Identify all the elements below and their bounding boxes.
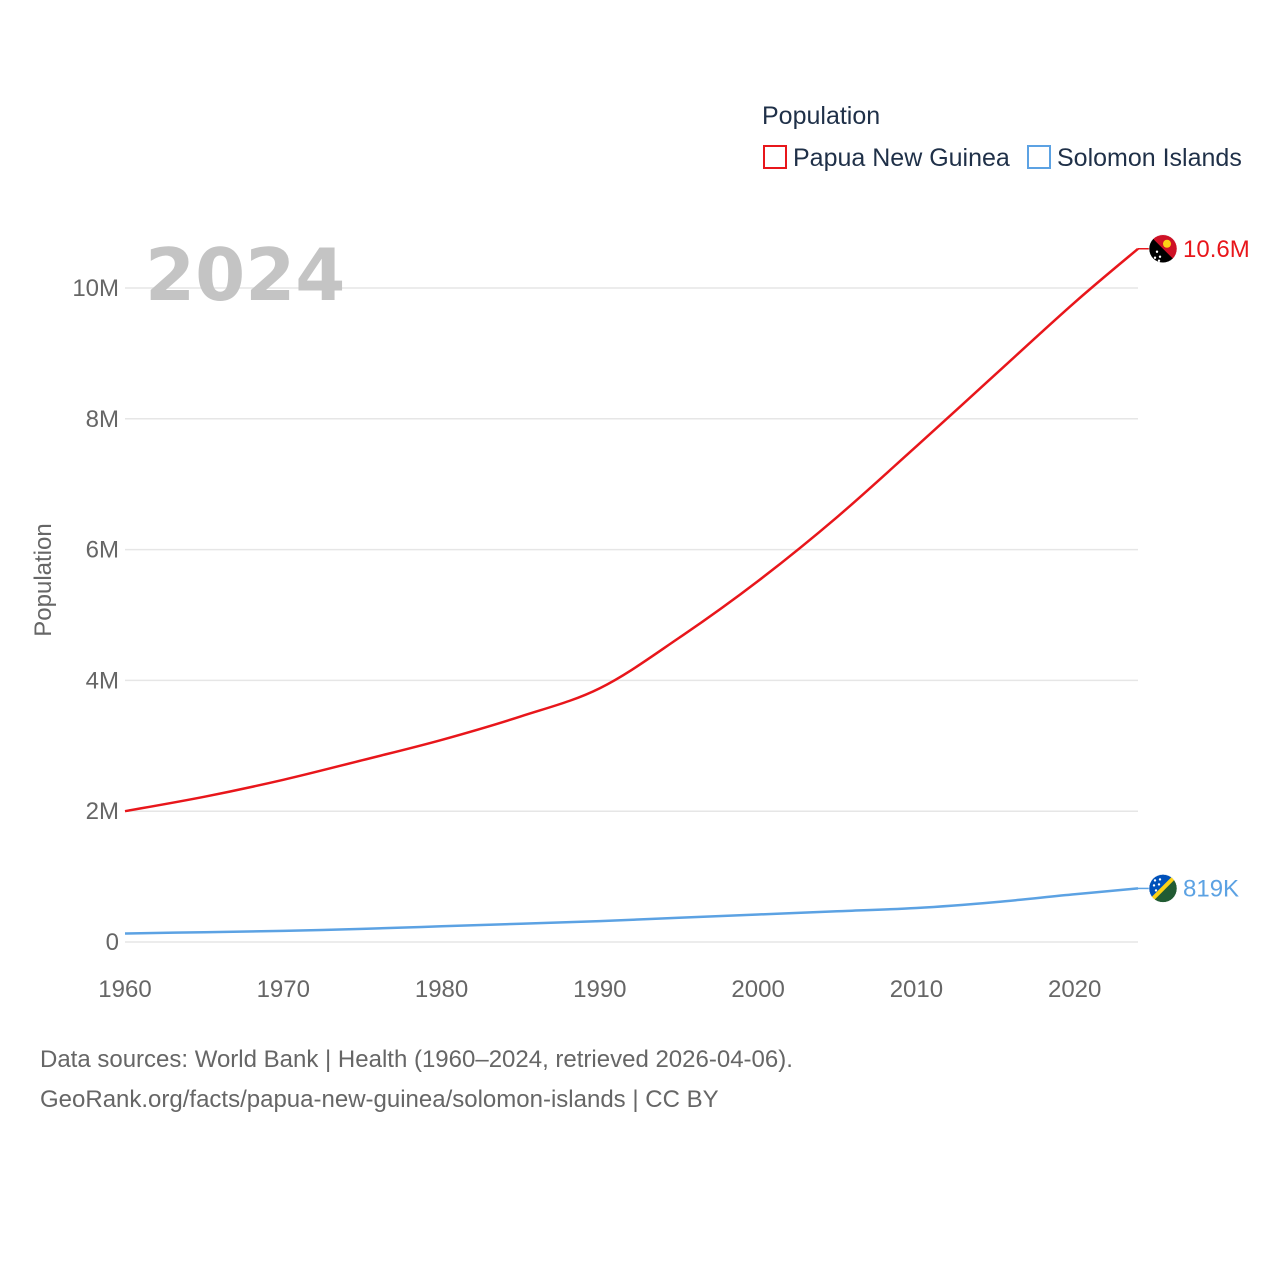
x-tick-label: 1970 bbox=[257, 976, 310, 1003]
series-line-papua-new-guinea[interactable] bbox=[124, 247, 1139, 813]
year-overlay: 2024 bbox=[145, 233, 345, 317]
source-footer: Data sources: World Bank | Health (1960–… bbox=[40, 1040, 793, 1120]
y-tick-label: 6M bbox=[86, 537, 119, 564]
legend-label-papua-new-guinea: Papua New Guinea bbox=[793, 144, 1010, 172]
y-tick-label: 0 bbox=[106, 929, 119, 956]
end-label-papua-new-guinea: 10.6M bbox=[1183, 236, 1250, 263]
legend-item-papua-new-guinea[interactable]: Papua New Guinea bbox=[763, 144, 1010, 172]
series-layer: 10.6M 819K bbox=[124, 234, 1250, 935]
y-tick-label: 8M bbox=[86, 406, 119, 433]
source-line-link[interactable]: GeoRank.org/facts/papua-new-guinea/solom… bbox=[40, 1086, 719, 1113]
solomon-islands-flag-icon bbox=[1149, 874, 1177, 903]
legend: Population Papua New Guinea Solomon Isla… bbox=[762, 102, 1242, 172]
y-axis-ticks: 0 2M 4M 6M 8M 10M bbox=[72, 275, 119, 956]
legend-swatch-solomon-islands bbox=[1027, 145, 1051, 169]
y-tick-label: 10M bbox=[72, 275, 119, 302]
x-tick-label: 1960 bbox=[98, 976, 151, 1003]
papua-new-guinea-flag-icon bbox=[1149, 234, 1177, 263]
x-tick-label: 1980 bbox=[415, 976, 468, 1003]
legend-title: Population bbox=[762, 102, 880, 130]
end-label-solomon-islands: 819K bbox=[1183, 875, 1239, 902]
x-tick-label: 2000 bbox=[731, 976, 784, 1003]
legend-label-solomon-islands: Solomon Islands bbox=[1057, 144, 1242, 172]
source-line-data: Data sources: World Bank | Health (1960–… bbox=[40, 1046, 793, 1073]
gridlines bbox=[125, 287, 1138, 943]
series-papua-new-guinea[interactable]: 10.6M bbox=[124, 234, 1250, 813]
x-tick-label: 2010 bbox=[890, 976, 943, 1003]
legend-item-solomon-islands[interactable]: Solomon Islands bbox=[1027, 144, 1242, 172]
series-solomon-islands[interactable]: 819K bbox=[124, 873, 1239, 935]
x-axis-ticks: 1960 1970 1980 1990 2000 2010 2020 bbox=[98, 976, 1101, 1003]
y-axis-title: Population bbox=[30, 523, 57, 636]
x-tick-label: 2020 bbox=[1048, 976, 1101, 1003]
legend-swatch-papua-new-guinea bbox=[763, 145, 787, 169]
y-tick-label: 4M bbox=[86, 667, 119, 694]
series-line-solomon-islands[interactable] bbox=[124, 887, 1139, 935]
y-tick-label: 2M bbox=[86, 798, 119, 825]
x-tick-label: 1990 bbox=[573, 976, 626, 1003]
